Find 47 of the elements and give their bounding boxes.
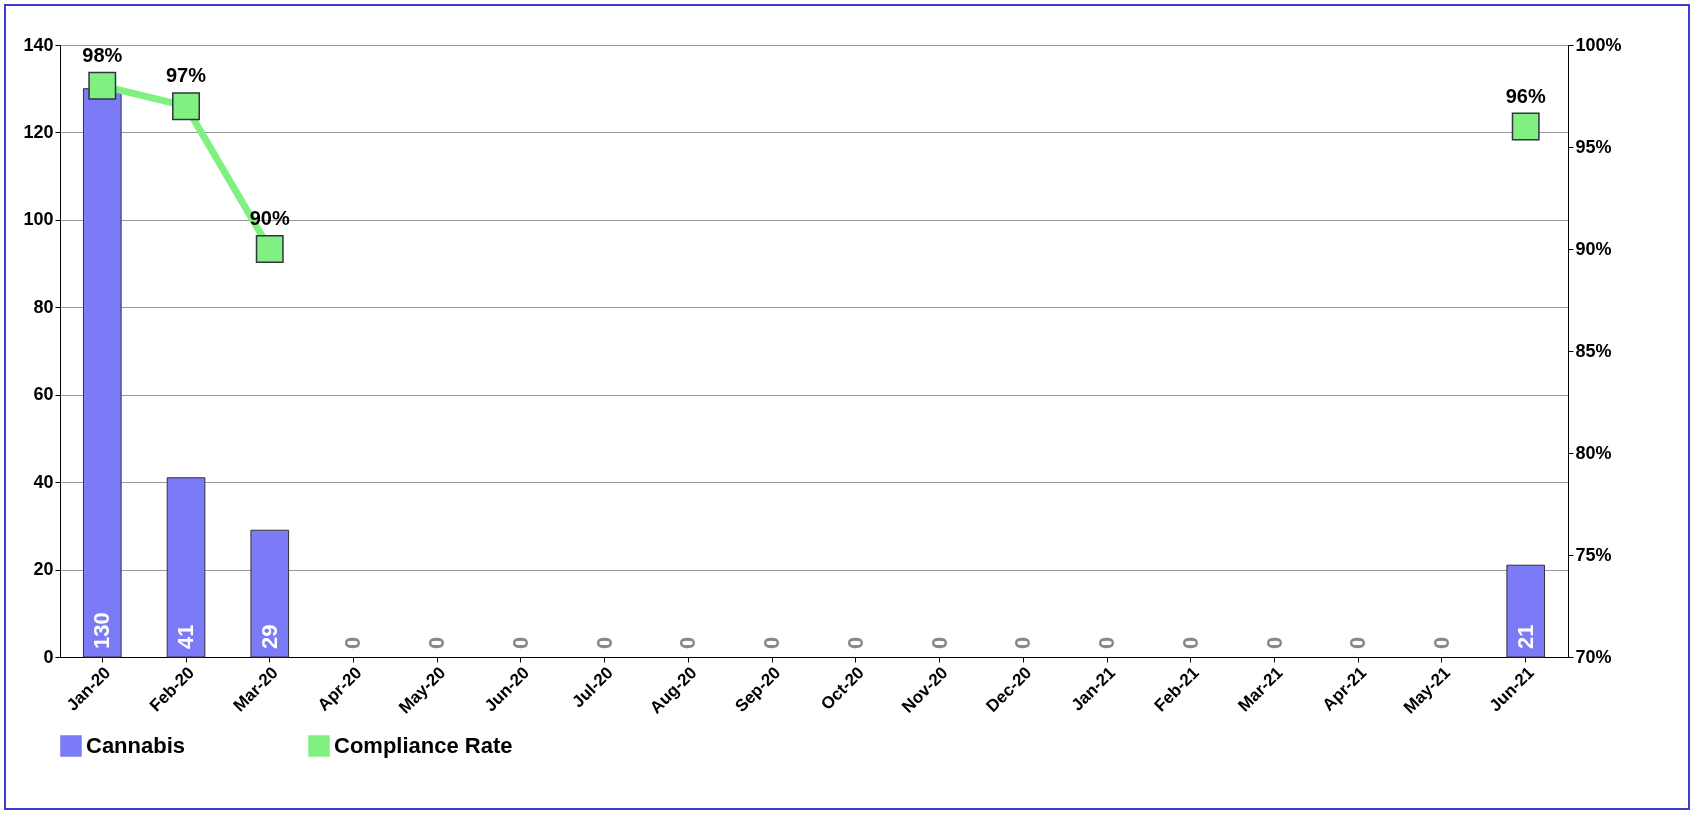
bar — [166, 477, 206, 658]
legend-label: Cannabis — [86, 733, 186, 758]
y-tick-label: 20 — [33, 559, 54, 580]
y2-tick-label: 95% — [1575, 136, 1612, 157]
data-label: 0 — [842, 636, 868, 649]
data-label: 0 — [675, 636, 701, 649]
bar — [82, 88, 122, 658]
data-label: 0 — [507, 636, 533, 649]
data-label: 130 — [89, 612, 115, 649]
point — [88, 71, 117, 100]
data-label: 0 — [759, 636, 785, 649]
point — [255, 235, 284, 263]
y-tick-label: 0 — [43, 646, 54, 667]
y-tick-label: 100 — [23, 209, 54, 230]
data-label: 21 — [1512, 624, 1538, 649]
bar — [1506, 564, 1546, 658]
data-label: 0 — [1094, 636, 1120, 649]
data-label: 97% — [166, 64, 207, 87]
y2-tick-label: 100% — [1575, 34, 1622, 55]
y2-tick-label: 75% — [1575, 544, 1612, 565]
y-tick-label: 40 — [33, 471, 54, 492]
data-label: 0 — [1428, 636, 1454, 649]
y2-tick-label: 90% — [1575, 238, 1612, 259]
y-tick-label: 120 — [23, 121, 54, 142]
y2-tick-label: 85% — [1575, 340, 1612, 361]
data-label: 0 — [1261, 636, 1287, 649]
data-label: 0 — [340, 636, 366, 649]
point — [172, 92, 200, 121]
data-label: 0 — [1010, 636, 1036, 649]
point — [1511, 112, 1540, 141]
data-label: 0 — [424, 636, 450, 649]
data-label: 90% — [249, 207, 290, 229]
data-label: 0 — [1177, 636, 1203, 649]
data-label: 0 — [1345, 636, 1371, 649]
data-label: 41 — [173, 624, 199, 649]
y2-tick-label: 80% — [1575, 442, 1612, 463]
data-label: 98% — [82, 43, 123, 66]
data-label: 0 — [926, 636, 952, 649]
y2-tick-label: 70% — [1575, 646, 1612, 667]
data-label: 96% — [1505, 84, 1546, 107]
y-tick-label: 60 — [33, 384, 54, 405]
bar — [250, 529, 290, 658]
data-label: 0 — [591, 636, 617, 649]
y-tick-label: 140 — [23, 34, 54, 55]
y-tick-label: 80 — [33, 296, 54, 317]
data-label: 29 — [256, 624, 282, 649]
legend-label: Compliance Rate — [334, 733, 513, 758]
